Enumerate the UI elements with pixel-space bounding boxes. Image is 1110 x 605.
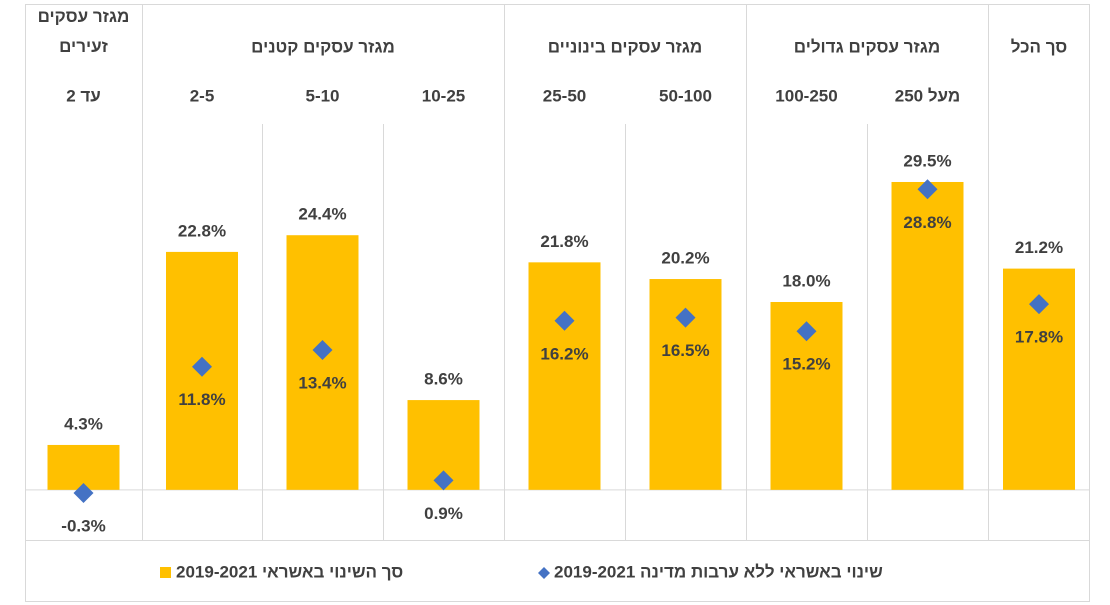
diamond-marker — [1029, 294, 1049, 315]
diamond-marker — [554, 310, 575, 331]
bar-value-label: 18.0% — [782, 271, 830, 290]
x-tick-label: מעל 250 — [895, 86, 961, 105]
diamond-marker — [312, 339, 333, 360]
x-tick-label: 10-25 — [422, 86, 465, 105]
legend-swatch — [538, 567, 550, 579]
marker-value-label: 16.5% — [661, 341, 709, 360]
marker-value-label: 13.4% — [298, 373, 346, 392]
bar-value-label: 21.8% — [540, 232, 588, 251]
chart-frame — [25, 4, 1090, 602]
bar — [528, 262, 601, 490]
legend-label: שינוי באשראי ללא ערבות מדינה 2019-2021 — [554, 562, 883, 581]
legend-swatch — [160, 567, 171, 578]
diamond-marker — [917, 179, 938, 200]
bar — [47, 444, 120, 490]
group-header: מגזר עסקים קטנים — [251, 37, 395, 56]
bar-value-label: 8.6% — [424, 370, 463, 389]
diamond-marker — [675, 307, 696, 328]
bar — [286, 235, 359, 490]
group-header: סך הכל — [1011, 37, 1068, 56]
group-header: מגזר עסקים זעירים — [38, 7, 130, 56]
diamond-marker — [192, 356, 212, 377]
bar-value-label: 20.2% — [661, 249, 709, 268]
diamond-marker — [796, 321, 817, 342]
bar-value-label: 4.3% — [64, 414, 103, 433]
x-tick-label: עד 2 — [66, 86, 101, 105]
diamond-marker — [433, 470, 454, 491]
bar-value-label: 29.5% — [903, 151, 951, 170]
x-tick-label: 50-100 — [659, 86, 712, 105]
marker-value-label: 28.8% — [903, 213, 951, 232]
marker-value-label: 11.8% — [178, 390, 225, 409]
marker-value-label: -0.3% — [61, 516, 105, 535]
x-tick-label: 25-50 — [543, 86, 586, 105]
marker-value-label: 17.8% — [1015, 328, 1063, 347]
x-tick-label: 5-10 — [305, 86, 339, 105]
x-tick-label: 100-250 — [775, 86, 837, 105]
marker-value-label: 15.2% — [782, 355, 830, 374]
group-header: מגזר עסקים גדולים — [794, 37, 940, 56]
x-tick-label: 2-5 — [190, 86, 215, 105]
bar-value-label: 22.8% — [178, 221, 226, 240]
bar-value-label: 24.4% — [298, 205, 346, 224]
marker-value-label: 16.2% — [540, 344, 588, 363]
diamond-marker — [73, 482, 94, 503]
marker-value-label: 0.9% — [424, 504, 463, 523]
legend-label: סך השינוי באשראי 2019-2021 — [176, 562, 403, 581]
group-header: מגזר עסקים בינוניים — [548, 37, 702, 56]
bar-value-label: 21.2% — [1015, 238, 1063, 257]
bar — [891, 181, 964, 490]
